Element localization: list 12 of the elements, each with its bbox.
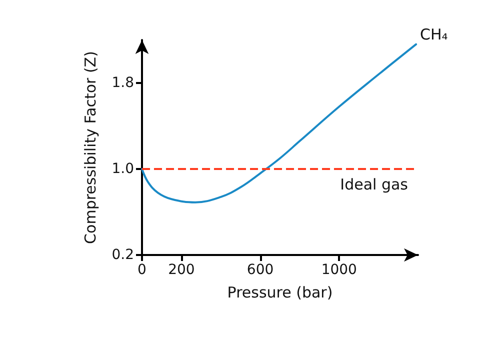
y-axis-title: Compressibility Factor (Z) — [82, 51, 100, 244]
y-tick-label: 1.8 — [112, 75, 134, 91]
x-tick-label: 600 — [246, 262, 274, 278]
x-axis-title: Pressure (bar) — [227, 284, 333, 302]
x-tick-label: 0 — [138, 262, 146, 278]
series-label: CH₄ — [420, 25, 448, 44]
ref-line-label: Ideal gas — [340, 176, 408, 194]
y-tick-label: 1.0 — [112, 161, 134, 177]
x-tick-label: 1000 — [321, 262, 357, 278]
line-series — [141, 43, 418, 204]
x-tick-label: 200 — [168, 262, 195, 278]
y-tick-label: 0.2 — [112, 247, 134, 263]
